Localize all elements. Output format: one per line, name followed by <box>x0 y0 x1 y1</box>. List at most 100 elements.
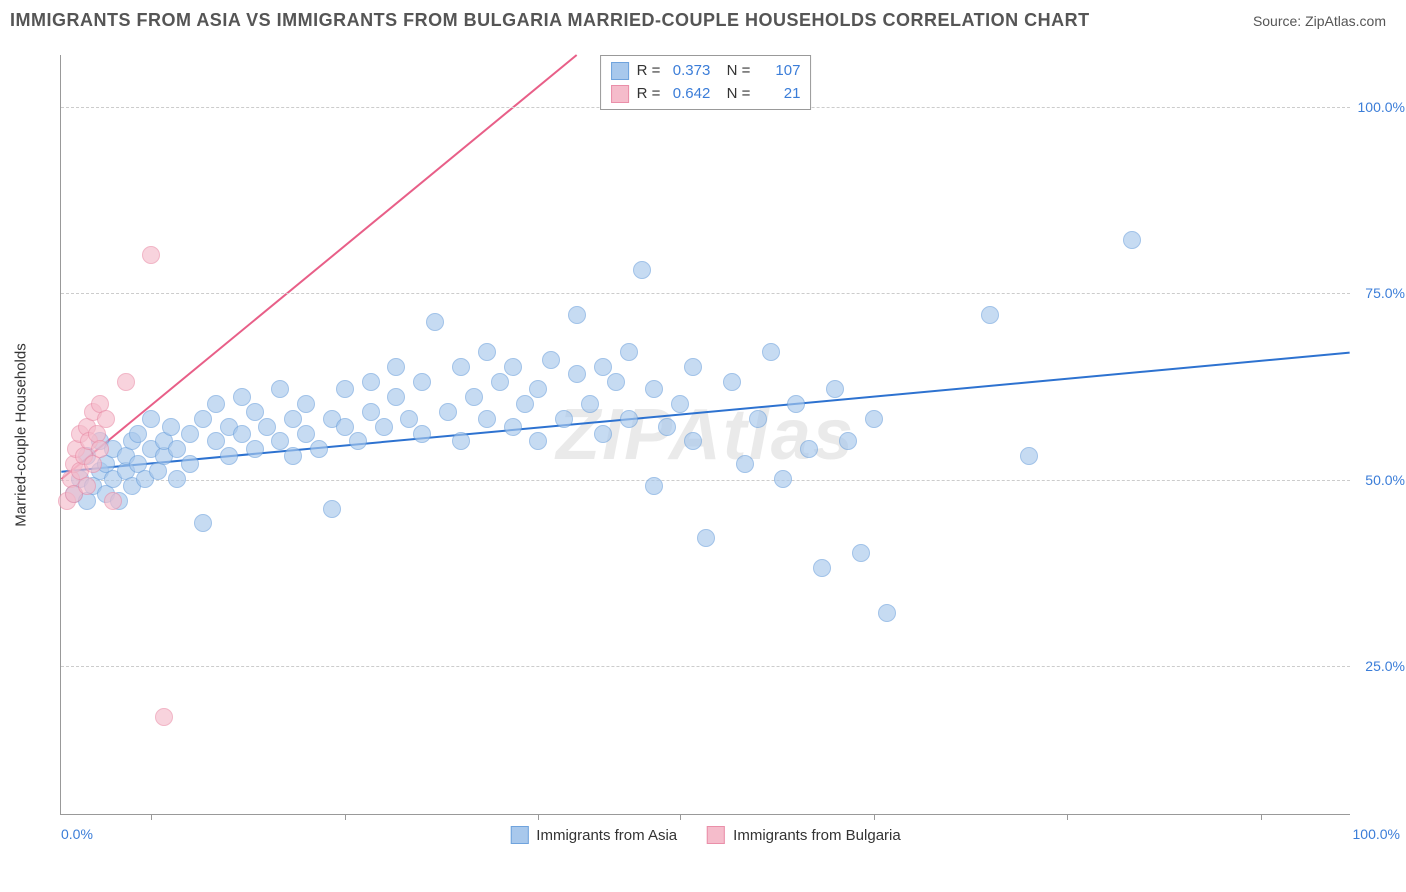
data-point-bulgaria <box>117 373 135 391</box>
x-tick <box>538 814 539 820</box>
data-point-asia <box>162 418 180 436</box>
swatch-bulgaria-icon <box>611 85 629 103</box>
y-tick-label: 50.0% <box>1355 472 1405 488</box>
regression-lines <box>61 55 1350 814</box>
data-point-asia <box>516 395 534 413</box>
data-point-bulgaria <box>155 708 173 726</box>
correlation-legend: R =0.373 N =107 R =0.642 N =21 <box>600 55 812 110</box>
data-point-asia <box>181 455 199 473</box>
series-legend: Immigrants from Asia Immigrants from Bul… <box>510 826 900 844</box>
swatch-asia-icon <box>510 826 528 844</box>
y-tick-label: 75.0% <box>1355 285 1405 301</box>
data-point-bulgaria <box>104 492 122 510</box>
data-point-asia <box>555 410 573 428</box>
data-point-asia <box>607 373 625 391</box>
x-tick <box>345 814 346 820</box>
data-point-asia <box>762 343 780 361</box>
data-point-asia <box>865 410 883 428</box>
data-point-bulgaria <box>78 477 96 495</box>
legend-item-bulgaria: Immigrants from Bulgaria <box>707 826 901 844</box>
data-point-asia <box>168 470 186 488</box>
data-point-asia <box>749 410 767 428</box>
data-point-asia <box>168 440 186 458</box>
y-axis-label: Married-couple Households <box>13 343 30 526</box>
x-axis-min-label: 0.0% <box>61 826 93 842</box>
x-tick <box>1067 814 1068 820</box>
x-axis-max-label: 100.0% <box>1353 826 1400 842</box>
data-point-asia <box>645 477 663 495</box>
data-point-asia <box>1123 231 1141 249</box>
r-value-bulgaria: 0.642 <box>668 83 710 106</box>
data-point-asia <box>129 425 147 443</box>
legend-label-asia: Immigrants from Asia <box>536 827 677 844</box>
data-point-asia <box>387 388 405 406</box>
data-point-asia <box>323 500 341 518</box>
data-point-asia <box>491 373 509 391</box>
data-point-asia <box>207 395 225 413</box>
data-point-asia <box>1020 447 1038 465</box>
y-tick-label: 25.0% <box>1355 658 1405 674</box>
data-point-asia <box>594 358 612 376</box>
data-point-asia <box>723 373 741 391</box>
data-point-asia <box>452 432 470 450</box>
x-tick <box>1261 814 1262 820</box>
data-point-asia <box>504 358 522 376</box>
data-point-asia <box>375 418 393 436</box>
data-point-asia <box>697 529 715 547</box>
data-point-asia <box>220 447 238 465</box>
data-point-asia <box>581 395 599 413</box>
data-point-asia <box>981 306 999 324</box>
data-point-asia <box>400 410 418 428</box>
data-point-asia <box>684 432 702 450</box>
data-point-asia <box>620 410 638 428</box>
x-tick <box>874 814 875 820</box>
data-point-asia <box>452 358 470 376</box>
data-point-asia <box>439 403 457 421</box>
data-point-asia <box>568 365 586 383</box>
data-point-asia <box>852 544 870 562</box>
chart-title: IMMIGRANTS FROM ASIA VS IMMIGRANTS FROM … <box>10 10 1090 31</box>
x-tick <box>151 814 152 820</box>
data-point-asia <box>362 373 380 391</box>
data-point-asia <box>787 395 805 413</box>
scatter-chart: Married-couple Households ZIPAtlas R =0.… <box>60 55 1350 815</box>
data-point-asia <box>813 559 831 577</box>
data-point-asia <box>774 470 792 488</box>
legend-item-asia: Immigrants from Asia <box>510 826 677 844</box>
data-point-bulgaria <box>97 410 115 428</box>
data-point-asia <box>633 261 651 279</box>
gridline <box>61 480 1350 481</box>
data-point-asia <box>284 447 302 465</box>
data-point-asia <box>181 425 199 443</box>
data-point-asia <box>297 395 315 413</box>
data-point-asia <box>413 373 431 391</box>
data-point-asia <box>271 432 289 450</box>
legend-row-bulgaria: R =0.642 N =21 <box>611 83 801 106</box>
gridline <box>61 666 1350 667</box>
data-point-asia <box>478 343 496 361</box>
data-point-asia <box>568 306 586 324</box>
y-tick-label: 100.0% <box>1355 99 1405 115</box>
data-point-asia <box>426 313 444 331</box>
data-point-asia <box>478 410 496 428</box>
legend-row-asia: R =0.373 N =107 <box>611 60 801 83</box>
data-point-asia <box>310 440 328 458</box>
data-point-asia <box>142 410 160 428</box>
n-value-asia: 107 <box>758 60 800 83</box>
data-point-asia <box>271 380 289 398</box>
gridline <box>61 293 1350 294</box>
data-point-asia <box>529 432 547 450</box>
data-point-asia <box>194 410 212 428</box>
swatch-bulgaria-icon <box>707 826 725 844</box>
data-point-asia <box>800 440 818 458</box>
data-point-bulgaria <box>91 440 109 458</box>
data-point-asia <box>246 440 264 458</box>
data-point-asia <box>594 425 612 443</box>
r-value-asia: 0.373 <box>668 60 710 83</box>
source-label: Source: ZipAtlas.com <box>1253 13 1386 29</box>
data-point-asia <box>387 358 405 376</box>
data-point-bulgaria <box>142 246 160 264</box>
x-tick <box>680 814 681 820</box>
data-point-asia <box>413 425 431 443</box>
data-point-asia <box>362 403 380 421</box>
